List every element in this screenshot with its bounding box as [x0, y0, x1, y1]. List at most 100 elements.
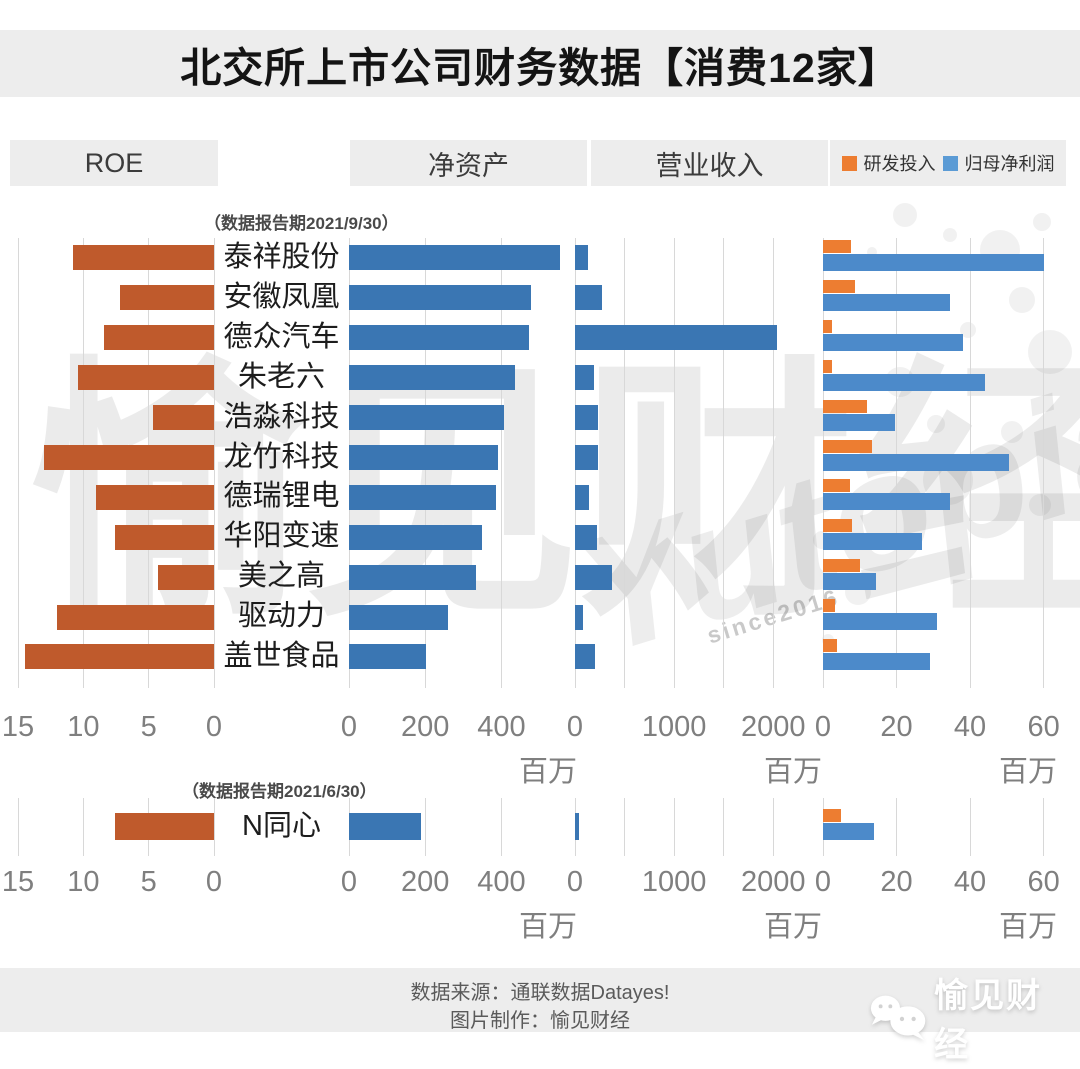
rd-profit-panel-secondary — [822, 798, 1062, 856]
legend: 研发投入 归母净利润 — [830, 140, 1066, 186]
axis-tick: 10 — [67, 866, 100, 898]
company-label: 盖世食品 — [223, 640, 340, 672]
gridline — [723, 798, 725, 856]
rd-profit-panel-main — [822, 238, 1062, 688]
axis-tick: 5 — [140, 711, 157, 743]
roe-bar — [72, 245, 214, 271]
gridline — [17, 238, 19, 688]
title-band: 北交所上市公司财务数据【消费12家】 — [0, 30, 1080, 97]
company-label: 驱动力 — [237, 600, 325, 633]
gridline — [213, 798, 215, 856]
company-label: 美之高 — [237, 560, 325, 593]
net-assets-bar — [349, 245, 561, 271]
axis-tick: 1000 — [641, 711, 707, 743]
unit-label: 百万 — [518, 911, 577, 943]
roe-bar — [24, 644, 214, 670]
axis-tick: 400 — [477, 711, 526, 743]
revenue-bar — [575, 813, 579, 841]
company-label: N同心 — [242, 810, 321, 842]
gridline — [624, 238, 626, 688]
net-assets-bar — [349, 564, 476, 590]
revenue-bar — [575, 644, 595, 670]
revenue-bar — [575, 405, 599, 431]
gridline — [673, 798, 675, 856]
revenue-bar — [575, 444, 598, 470]
revenue-bar — [575, 564, 612, 590]
net-assets-panel-main — [348, 238, 570, 688]
axis-tick: 5 — [140, 866, 157, 898]
rd-legend-label: 研发投入 — [863, 154, 936, 174]
roe-bar — [119, 285, 214, 311]
gridline — [896, 798, 898, 856]
net-assets-bar — [349, 285, 532, 311]
revenue-panel-main — [574, 238, 800, 688]
company-labels-main: 泰祥股份 安徽凤凰 德众汽车 朱老六 浩淼科技 龙竹科技 德瑞锂电 华阳变速 美之高 驱动力 盖世食… — [214, 238, 349, 688]
section-header-roe: ROE — [10, 140, 218, 186]
rd-bar — [823, 479, 851, 493]
roe-panel-secondary — [17, 798, 215, 856]
axis-tick: 10 — [67, 711, 100, 743]
axis-tick: 20 — [880, 866, 913, 898]
axis-tick: 0 — [566, 711, 584, 743]
net-assets-bar — [349, 604, 449, 630]
axis-tick: 15 — [1, 866, 35, 898]
roe-bar — [114, 813, 214, 841]
gridline — [500, 238, 502, 688]
roe-bar — [152, 405, 214, 431]
rd-bar — [823, 519, 853, 533]
rd-bar — [823, 240, 852, 253]
gridline — [1043, 798, 1045, 856]
axis-tick: 400 — [477, 866, 526, 898]
rd-bar — [823, 279, 856, 293]
net-assets-bar — [349, 365, 515, 391]
net-assets-bar — [349, 444, 498, 470]
gridline — [723, 238, 725, 688]
report-period-note-secondary: （数据报告期2021/6/30） — [182, 782, 377, 801]
net-assets-bar — [349, 524, 483, 550]
unit-label: 百万 — [998, 756, 1057, 788]
section-header-revenue-label: 营业收入 — [655, 150, 764, 181]
axis-tick: 15 — [1, 711, 35, 743]
revenue-bar — [575, 604, 584, 630]
revenue-panel-secondary — [574, 798, 800, 856]
axis-tick: 60 — [1027, 711, 1060, 743]
roe-bar — [157, 564, 214, 590]
profit-bar — [823, 823, 875, 840]
gridline — [213, 238, 215, 688]
axis-tick: 60 — [1027, 866, 1060, 898]
profit-bar — [823, 533, 923, 551]
data-source-text: 数据来源：通联数据Datayes! — [410, 982, 670, 1004]
axis-tick: 0 — [340, 866, 358, 898]
section-header-net-assets-label: 净资产 — [428, 150, 509, 181]
rd-bar — [823, 809, 842, 822]
axis-tick: 40 — [953, 711, 987, 743]
gridline — [673, 238, 675, 688]
roe-panel-main — [17, 238, 215, 688]
company-label: 泰祥股份 — [223, 241, 340, 273]
gridline — [500, 798, 502, 856]
revenue-bar — [575, 325, 778, 351]
roe-bar — [44, 444, 214, 470]
net-assets-bar — [349, 644, 427, 670]
page-title: 北交所上市公司财务数据【消费12家】 — [180, 44, 900, 91]
roe-bar — [78, 365, 214, 391]
axis-tick: 0 — [566, 866, 584, 898]
net-assets-bar — [349, 813, 422, 841]
section-header-net-assets: 净资产 — [350, 140, 587, 186]
profit-bar — [823, 413, 895, 431]
gridline — [1043, 238, 1045, 688]
net-assets-bar — [349, 484, 497, 510]
company-label: 龙竹科技 — [223, 440, 340, 473]
unit-label: 百万 — [763, 756, 822, 788]
revenue-bar — [575, 524, 597, 550]
unit-label: 百万 — [763, 911, 822, 943]
gridline — [772, 798, 774, 856]
axis-tick: 40 — [953, 866, 987, 898]
profit-bar — [823, 653, 930, 670]
axis-tick: 0 — [205, 711, 223, 743]
rd-bar — [823, 639, 838, 652]
revenue-bar — [575, 484, 590, 510]
company-label: 华阳变速 — [223, 520, 340, 553]
brand-logo-text: 愉见财经 — [934, 977, 1043, 1064]
profit-bar — [823, 333, 963, 351]
